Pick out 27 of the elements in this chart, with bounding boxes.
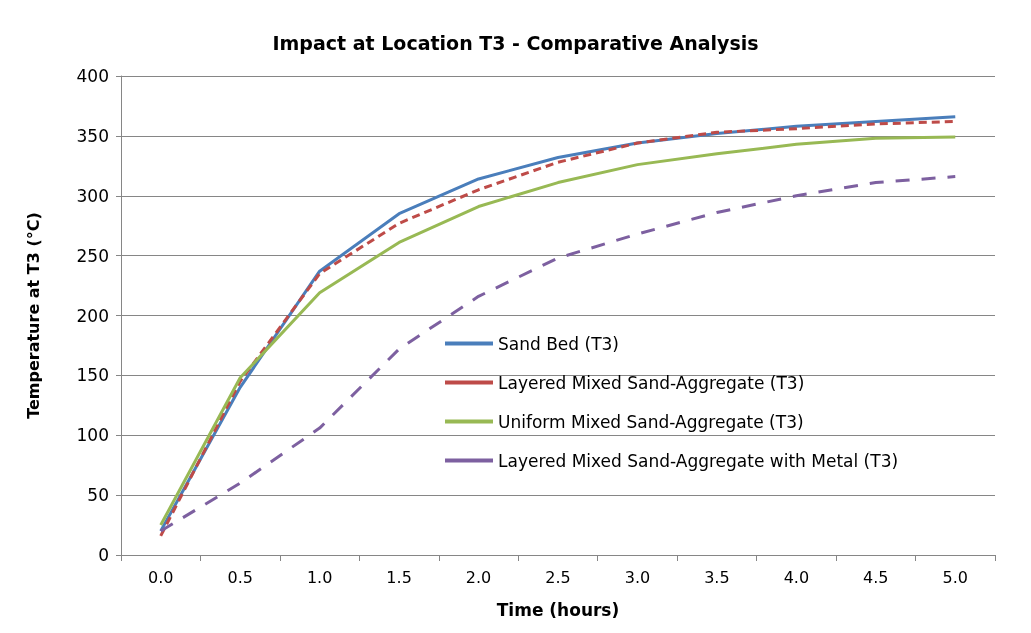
legend-label: Sand Bed (T3) [498, 333, 619, 354]
y-tick-label: 100 [76, 425, 109, 446]
x-tick-label: 3.0 [624, 567, 651, 587]
legend-label: Layered Mixed Sand-Aggregate with Metal (T3) [498, 450, 899, 471]
y-tick-label: 50 [87, 485, 109, 506]
x-tick-label: 2.0 [465, 567, 492, 587]
x-tick-label: 0.0 [148, 567, 174, 587]
chart-title: Impact at Location T3 - Comparative Analysis [272, 31, 759, 54]
y-tick-label: 300 [76, 185, 109, 206]
y-tick-label: 400 [76, 66, 109, 86]
legend-label: Uniform Mixed Sand-Aggregate (T3) [498, 411, 804, 432]
x-tick-label: 1.5 [386, 567, 412, 587]
y-tick-label: 150 [76, 365, 109, 386]
x-axis-title: Time (hours) [496, 599, 620, 620]
x-tick-label: 5.0 [942, 567, 968, 587]
y-tick-label: 200 [76, 305, 109, 326]
x-tick-label: 1.0 [306, 567, 333, 587]
legend-label: Layered Mixed Sand-Aggregate (T3) [498, 372, 805, 393]
y-tick-label: 350 [76, 125, 109, 146]
x-tick-label: 4.5 [863, 567, 889, 587]
x-tick-label: 3.5 [704, 567, 730, 587]
y-axis-title: Temperature at T3 (°C) [23, 212, 43, 419]
x-tick-label: 4.0 [783, 567, 810, 587]
x-tick-label: 0.5 [227, 567, 253, 587]
x-tick-label: 2.5 [545, 567, 571, 587]
y-tick-label: 250 [76, 245, 109, 266]
y-tick-label: 0 [98, 545, 109, 565]
